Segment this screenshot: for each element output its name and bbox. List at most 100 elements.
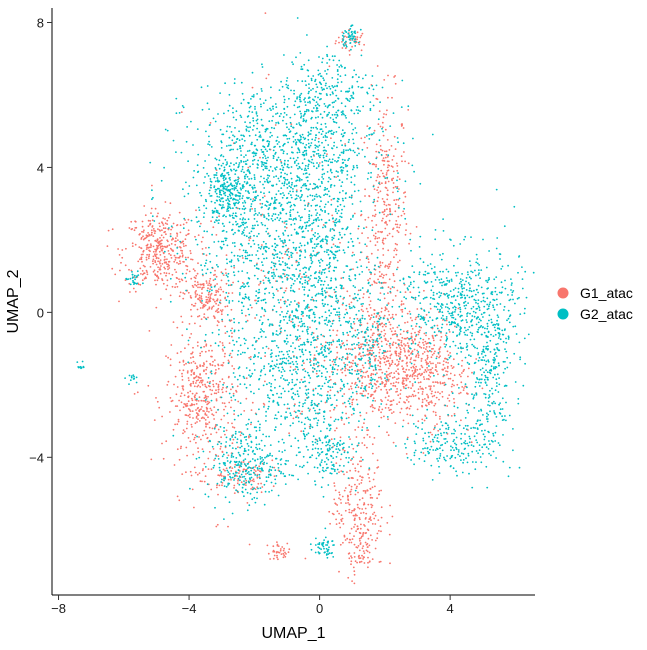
point (203, 410, 205, 412)
point (156, 238, 159, 241)
point (293, 92, 295, 95)
point (213, 221, 216, 224)
point (405, 453, 408, 455)
point (348, 49, 351, 52)
point (283, 98, 286, 101)
point (208, 246, 210, 249)
point (397, 368, 399, 371)
point (225, 467, 228, 470)
point (287, 192, 290, 195)
point (394, 342, 397, 345)
point (348, 138, 350, 141)
point (353, 526, 355, 528)
point (256, 214, 259, 216)
point (321, 168, 324, 171)
point (371, 219, 373, 222)
point (205, 247, 207, 249)
point (202, 283, 205, 285)
point (199, 480, 202, 483)
point (272, 557, 275, 560)
point (361, 232, 363, 235)
point (395, 346, 398, 349)
point (346, 364, 349, 366)
point (342, 287, 345, 290)
point (332, 120, 335, 123)
point (449, 352, 451, 354)
point (237, 194, 239, 197)
point (406, 406, 409, 409)
point (242, 223, 244, 226)
point (392, 112, 395, 114)
point (331, 55, 334, 58)
point (226, 210, 228, 213)
point (398, 207, 400, 209)
point (300, 68, 303, 71)
point (244, 227, 246, 229)
point (372, 478, 375, 481)
point (396, 266, 399, 269)
point (365, 371, 367, 374)
point (370, 133, 373, 136)
point (359, 557, 362, 559)
point (386, 350, 389, 353)
point (285, 220, 288, 223)
point (303, 113, 306, 116)
point (279, 193, 282, 195)
point (250, 143, 253, 146)
point (287, 159, 289, 162)
point (264, 99, 267, 102)
point (316, 243, 319, 246)
point (449, 377, 452, 380)
point (106, 245, 109, 248)
point (303, 362, 305, 364)
point (312, 98, 314, 101)
point (238, 207, 241, 210)
point (340, 170, 342, 172)
point (365, 549, 368, 552)
point (373, 273, 376, 276)
point (395, 354, 398, 357)
point (180, 392, 183, 395)
point (352, 142, 355, 145)
point (350, 413, 353, 416)
point (181, 379, 184, 381)
point (185, 471, 187, 474)
point (435, 364, 437, 366)
point (339, 203, 342, 206)
point (343, 316, 345, 319)
point (204, 401, 207, 403)
point (361, 476, 364, 479)
point (285, 114, 288, 116)
point (253, 243, 256, 245)
point (313, 150, 316, 153)
point (203, 303, 205, 306)
point (141, 220, 144, 223)
point (224, 297, 227, 300)
point (341, 31, 344, 34)
point (291, 61, 293, 63)
point (267, 233, 269, 235)
point (381, 86, 384, 89)
point (230, 131, 233, 133)
point (357, 527, 360, 530)
point (225, 390, 228, 393)
point (412, 395, 415, 398)
point (314, 294, 317, 297)
point (348, 100, 351, 102)
point (438, 348, 441, 351)
point (307, 142, 310, 145)
point (287, 166, 290, 169)
point (282, 245, 285, 248)
point (269, 558, 271, 560)
point (407, 346, 410, 348)
point (180, 111, 183, 113)
point (417, 352, 419, 355)
point (248, 134, 251, 137)
point (374, 359, 376, 362)
point (403, 401, 405, 403)
point (251, 95, 254, 98)
point (428, 374, 430, 377)
point (239, 434, 242, 437)
point (195, 295, 197, 297)
point (176, 405, 179, 407)
